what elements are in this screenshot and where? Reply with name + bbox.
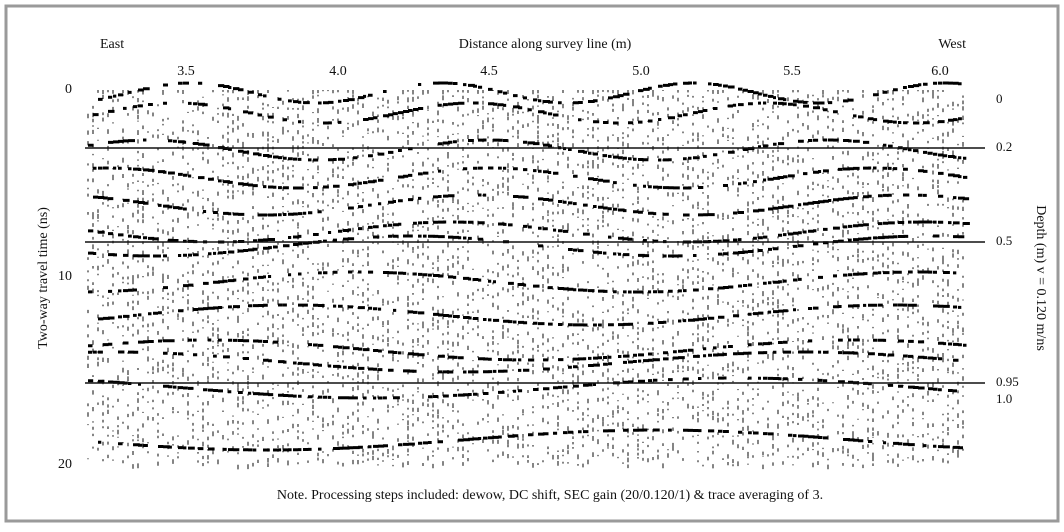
- right-tick-label: 0.95: [996, 374, 1019, 389]
- left-tick-label: 0: [65, 82, 72, 97]
- right-tick-label: 0.2: [996, 139, 1012, 154]
- radargram: [87, 81, 970, 470]
- right-axis-title: Depth (m) v = 0.120 m/ns: [1033, 205, 1048, 351]
- x-tick-label: 5.5: [783, 64, 801, 79]
- texture-dark: [88, 81, 970, 452]
- west-label: West: [938, 37, 966, 52]
- right-tick-label: 0: [996, 91, 1003, 106]
- x-tick-label: 3.5: [177, 64, 195, 79]
- east-label: East: [100, 37, 124, 52]
- note: Note. Processing steps included: dewow, …: [277, 488, 823, 503]
- x-tick-label: 4.0: [329, 64, 347, 79]
- x-tick-label: 6.0: [931, 64, 949, 79]
- right-tick-label: 1.0: [996, 391, 1012, 406]
- x-axis-title: Distance along survey line (m): [459, 37, 632, 52]
- right-tick-label: 0.5: [996, 233, 1012, 248]
- x-tick-label: 5.0: [632, 64, 650, 79]
- left-tick-label: 20: [58, 457, 72, 472]
- x-tick-label: 4.5: [480, 64, 498, 79]
- left-tick-label: 10: [58, 269, 72, 284]
- left-axis-title: Two-way travel time (ns): [36, 207, 51, 349]
